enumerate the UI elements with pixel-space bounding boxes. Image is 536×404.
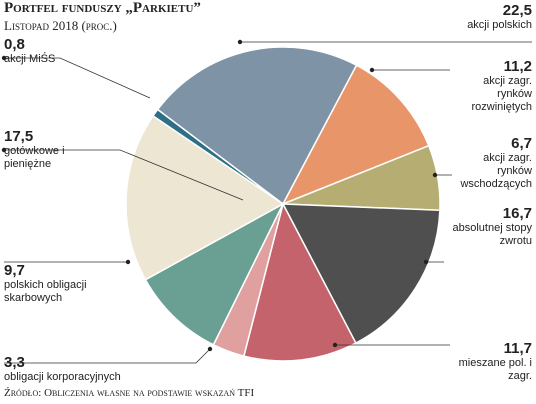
value-label: 6,7 (511, 135, 532, 152)
leader-dot (1, 55, 7, 61)
slice-label: 11,7 mieszane pol. i zagr. (442, 340, 532, 383)
chart-title: Portfel funduszy „Parkietu” (4, 0, 201, 16)
slice-label: 0,8 akcji MiŚS (4, 36, 84, 66)
leader-dot (1, 147, 7, 153)
slice-label: 9,7 polskich obligacji skarbowych (4, 262, 114, 305)
category-label: akcji MiŚS (4, 53, 56, 65)
leader-dot (237, 39, 243, 45)
leader-dot (423, 259, 429, 265)
value-label: 17,5 (4, 128, 34, 145)
chart-subtitle: Listopad 2018 (proc.) (4, 18, 117, 33)
value-label: 0,8 (4, 36, 25, 53)
slice-label: 17,5 gotówkowe i pieniężne (4, 128, 114, 171)
value-label: 16,7 (502, 205, 532, 222)
value-label: 11,2 (503, 58, 532, 75)
value-label: 22,5 (502, 2, 532, 19)
category-label: akcji zagr. rynków wschodzących (460, 152, 532, 190)
slice (242, 201, 357, 362)
leader-dot (432, 172, 438, 178)
leader-dot (332, 342, 338, 348)
category-label: absolutnej stopy zwrotu (452, 222, 533, 247)
category-label: akcji zagr. rynków rozwiniętych (471, 75, 532, 113)
leader-dot (369, 67, 375, 73)
leader-dot (207, 346, 213, 352)
leader-dot (125, 259, 131, 265)
slice (281, 203, 441, 345)
source: Źródło: Obliczenia własne na podstawie w… (4, 387, 255, 399)
value-label: 11,7 (503, 340, 532, 357)
leader-line (4, 57, 151, 99)
slice (151, 108, 284, 205)
leader-line (4, 348, 211, 364)
slice-label: 22,5 akcji polskich (372, 2, 532, 32)
category-label: akcji polskich (467, 19, 532, 31)
slice-label: 6,7 akcji zagr. rynków wschodzących (452, 135, 532, 191)
leader-line (4, 149, 244, 201)
slice (156, 46, 358, 206)
category-label: gotówkowe i pieniężne (4, 145, 65, 170)
value-label: 9,7 (4, 262, 25, 279)
category-label: obligacji korporacyjnych (4, 371, 121, 383)
slice-label: 3,3 obligacji korporacyjnych (4, 354, 174, 384)
category-label: polskich obligacji skarbowych (4, 279, 87, 304)
category-label: mieszane pol. i zagr. (458, 357, 532, 382)
value-label: 3,3 (4, 354, 25, 371)
slice-label: 11,2 akcji zagr. rynków rozwiniętych (452, 58, 532, 114)
slice (281, 64, 430, 206)
slice-label: 16,7 absolutnej stopy zwrotu (442, 205, 533, 248)
slice (144, 202, 285, 346)
slice (125, 114, 285, 281)
